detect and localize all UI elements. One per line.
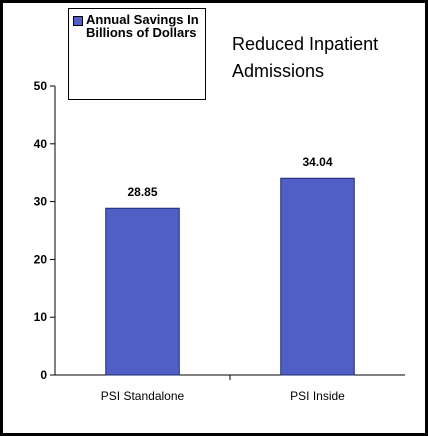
bar — [280, 177, 355, 376]
legend: Annual Savings In Billions of Dollars — [68, 8, 206, 100]
y-tick-label: 10 — [34, 310, 48, 324]
chart-title: Reduced Inpatient Admissions — [232, 34, 379, 81]
y-tick-label: 50 — [34, 79, 48, 93]
data-label: 28.85 — [127, 185, 157, 199]
x-tick-label: PSI Inside — [290, 389, 345, 403]
chart: 0 10 20 30 40 50 PSI Standalone 28.85 PSI Inside… — [34, 79, 405, 403]
y-tick-label: 40 — [34, 137, 48, 151]
legend-swatch — [73, 16, 83, 26]
y-tick-label: 0 — [40, 368, 47, 382]
x-tick-label: PSI Standalone — [101, 389, 185, 403]
y-tick-label: 20 — [34, 252, 48, 266]
bar — [105, 207, 180, 376]
y-tick-label: 30 — [34, 195, 48, 209]
data-label: 34.04 — [302, 155, 332, 169]
legend-label: Annual Savings In Billions of Dollars — [86, 12, 199, 40]
